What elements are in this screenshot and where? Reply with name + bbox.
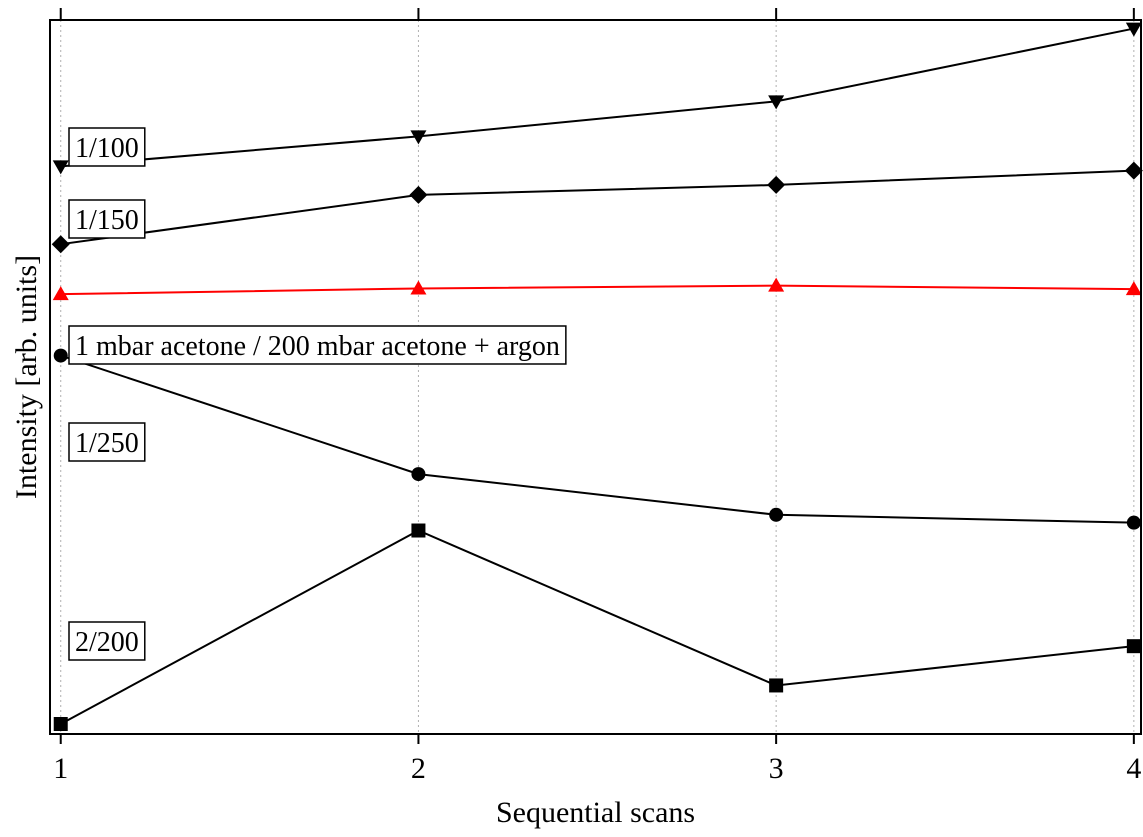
data-point-s4-4 xyxy=(1126,515,1141,530)
data-point-s5-4 xyxy=(1126,639,1141,654)
x-axis-label: Sequential scans xyxy=(496,796,695,829)
series-label-text-4: 1/250 xyxy=(75,428,139,459)
series-label-text-2: 1/150 xyxy=(75,205,139,236)
series-label-5: 2/200 xyxy=(68,621,146,661)
series-line-1 xyxy=(60,27,1135,168)
series-label-text-5: 2/200 xyxy=(75,627,139,658)
y-axis-label: Intensity [arb. units] xyxy=(10,255,43,499)
data-point-s4-3 xyxy=(769,507,784,522)
x-tick-label-4: 4 xyxy=(1126,752,1141,785)
series-3 xyxy=(52,277,1142,301)
series-label-3: 1 mbar acetone / 200 mbar acetone + argo… xyxy=(68,325,567,365)
series-label-box-5 xyxy=(68,621,146,661)
series-label-box-4 xyxy=(68,422,146,462)
series-label-box-3 xyxy=(68,325,567,365)
data-point-s1-2 xyxy=(410,130,427,145)
x-tick-label-1: 1 xyxy=(53,752,68,785)
x-tick-label-3: 3 xyxy=(769,752,784,785)
series-label-1: 1/100 xyxy=(68,127,146,167)
x-tick-label-2: 2 xyxy=(411,752,426,785)
series-layer xyxy=(51,22,1143,732)
series-5 xyxy=(53,523,1141,732)
series-label-2: 1/150 xyxy=(68,199,146,239)
series-4 xyxy=(53,348,1141,530)
data-point-s1-1 xyxy=(52,160,69,175)
series-label-box-2 xyxy=(68,199,146,239)
series-1 xyxy=(52,22,1142,175)
data-point-s2-3 xyxy=(767,175,786,194)
series-label-box-1 xyxy=(68,127,146,167)
data-point-s5-2 xyxy=(411,523,426,538)
data-point-s3-2 xyxy=(410,280,427,295)
series-label-text-3: 1 mbar acetone / 200 mbar acetone + argo… xyxy=(75,331,560,362)
data-point-s2-4 xyxy=(1124,161,1143,180)
grid-layer xyxy=(60,20,1135,734)
data-point-s2-2 xyxy=(409,185,428,204)
series-line-5 xyxy=(60,529,1134,725)
data-point-s1-4 xyxy=(1125,22,1142,37)
data-point-s5-1 xyxy=(53,717,68,732)
series-line-4 xyxy=(60,354,1134,524)
label-layer: 1/100 1/150 1 mbar acetone / 200 mbar acet… xyxy=(68,127,567,661)
data-point-s4-1 xyxy=(53,348,68,363)
data-point-s2-1 xyxy=(51,235,70,254)
series-line-2 xyxy=(60,169,1134,246)
data-point-s1-3 xyxy=(768,95,785,110)
plot-frame xyxy=(49,19,1142,735)
data-point-s3-3 xyxy=(768,277,785,292)
data-point-s4-2 xyxy=(411,467,426,482)
data-point-s3-1 xyxy=(52,286,69,301)
series-line-3 xyxy=(60,284,1134,296)
series-2 xyxy=(51,161,1143,254)
data-point-s5-3 xyxy=(769,678,784,693)
data-point-s3-4 xyxy=(1125,281,1142,296)
series-label-text-1: 1/100 xyxy=(75,133,139,164)
tick-layer: 1 2 3 4 xyxy=(53,8,1141,785)
series-label-4: 1/250 xyxy=(68,422,146,462)
